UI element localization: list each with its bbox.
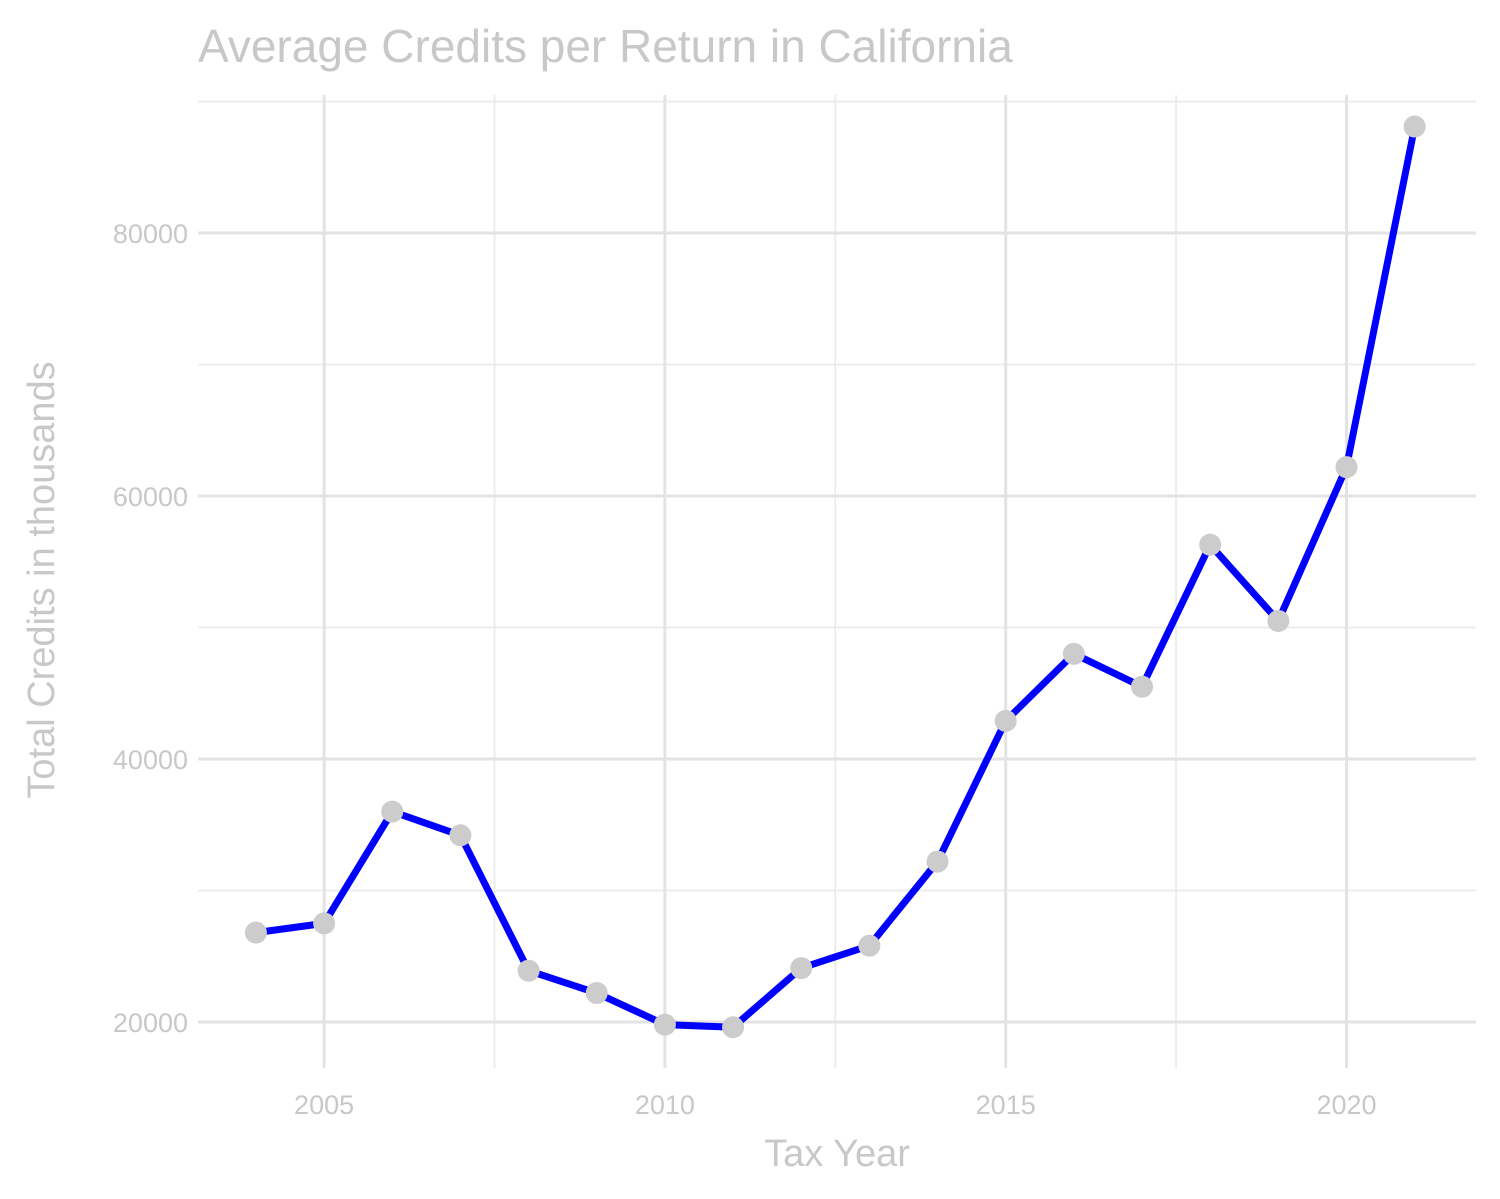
y-tick-label: 40000 — [113, 745, 188, 775]
data-points — [244, 115, 1426, 1039]
data-point — [585, 982, 608, 1005]
chart-title: Average Credits per Return in California — [198, 20, 1013, 72]
data-point — [858, 934, 881, 957]
x-tick-label: 2005 — [294, 1090, 354, 1120]
data-point — [1062, 642, 1085, 665]
data-point — [1335, 456, 1358, 479]
data-point — [1403, 115, 1426, 138]
data-point — [1199, 533, 1222, 556]
data-point — [313, 912, 336, 935]
y-tick-label: 80000 — [113, 219, 188, 249]
data-point — [517, 959, 540, 982]
x-axis-ticks: 2005 2010 2015 2020 — [294, 1090, 1376, 1120]
y-tick-label: 60000 — [113, 482, 188, 512]
y-axis-title: Total Credits in thousands — [21, 361, 63, 798]
data-point — [381, 800, 404, 823]
data-point — [1131, 675, 1154, 698]
data-point — [790, 957, 813, 980]
data-point — [1267, 609, 1290, 632]
grid — [198, 95, 1476, 1068]
data-point — [653, 1013, 676, 1036]
x-tick-label: 2010 — [635, 1090, 695, 1120]
data-point — [449, 824, 472, 847]
x-axis-title: Tax Year — [764, 1133, 910, 1175]
data-point — [244, 921, 267, 944]
y-axis-ticks: 20000 40000 60000 80000 — [113, 219, 188, 1038]
data-point — [722, 1016, 745, 1039]
data-point — [994, 709, 1017, 732]
series-line — [252, 123, 1419, 1031]
data-point — [926, 850, 949, 873]
x-tick-label: 2020 — [1316, 1090, 1376, 1120]
x-tick-label: 2015 — [976, 1090, 1036, 1120]
y-tick-label: 20000 — [113, 1008, 188, 1038]
